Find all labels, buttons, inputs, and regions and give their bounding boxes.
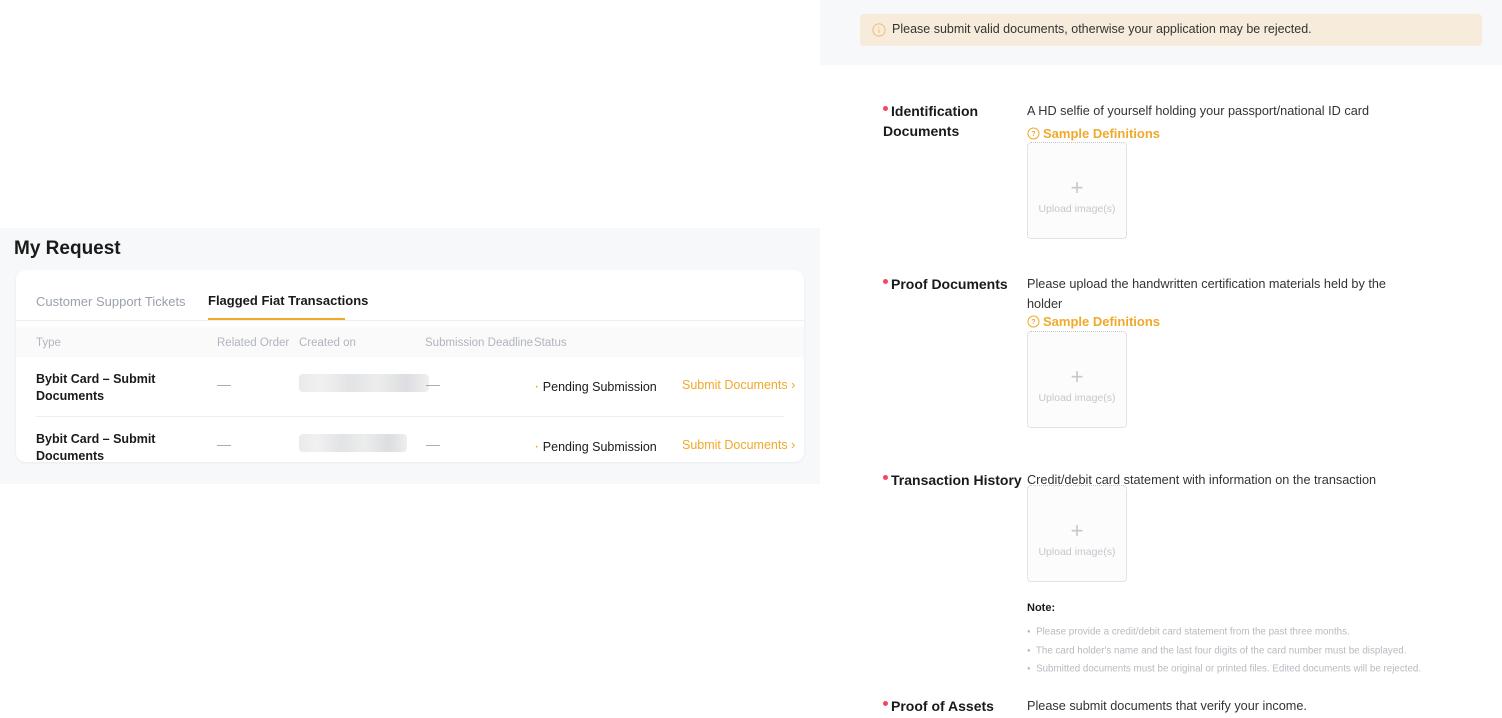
svg-text:?: ? bbox=[1031, 131, 1035, 138]
svg-text:?: ? bbox=[1031, 319, 1035, 326]
